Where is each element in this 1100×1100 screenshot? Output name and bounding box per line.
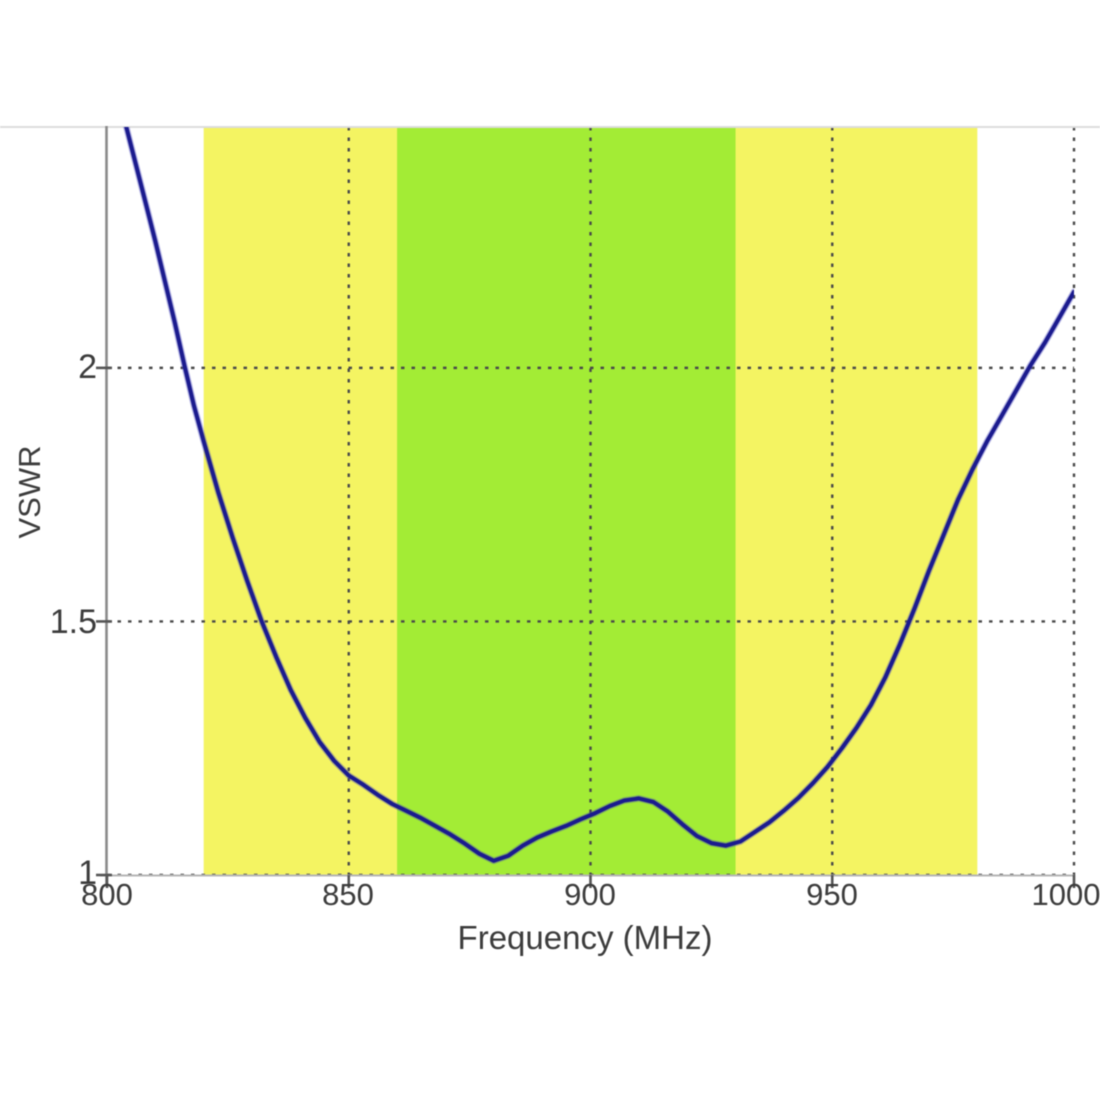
x-tick-label-950: 950	[806, 877, 858, 912]
x-axis-title: Frequency (MHz)	[457, 919, 713, 956]
y-tick-label-1-5: 1.5	[49, 603, 97, 641]
y-tick-label-2: 2	[78, 348, 97, 386]
vswr-curve	[124, 127, 1074, 863]
x-tick-label-900: 900	[564, 877, 616, 912]
inner-frequency-band	[397, 127, 736, 875]
series-layer	[123, 127, 1074, 865]
x-tick-label-1000: 1000	[1031, 877, 1100, 912]
x-tick-label-850: 850	[322, 877, 374, 912]
y-axis-title: VSWR	[12, 445, 47, 539]
axes-layer	[0, 126, 1100, 888]
x-tick-label-800: 800	[81, 877, 133, 912]
y-tick-label-1: 1	[78, 854, 97, 892]
bands-layer	[203, 127, 978, 875]
